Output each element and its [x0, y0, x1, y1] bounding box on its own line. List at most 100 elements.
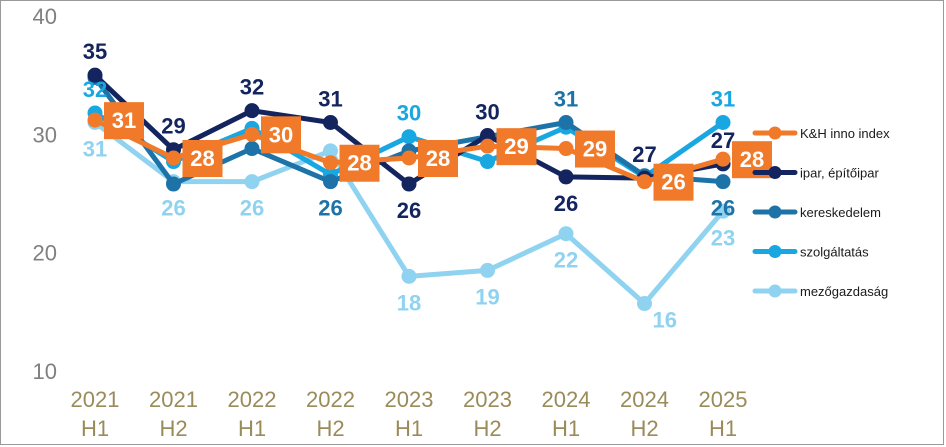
series-point: [715, 174, 731, 190]
legend-item: mezőgazdaság: [752, 284, 888, 299]
y-tick-label: 10: [33, 359, 57, 384]
x-tick-label-year: 2024: [542, 387, 591, 412]
index-badge: 29: [496, 128, 537, 166]
legend-item: K&H inno index: [752, 126, 890, 141]
data-label: 26: [711, 196, 735, 221]
x-tick-label-year: 2021: [149, 387, 198, 412]
data-label: 29: [161, 114, 185, 139]
x-tick-label-year: 2023: [463, 387, 512, 412]
series-point: [558, 226, 574, 242]
data-label: 30: [397, 101, 421, 126]
index-badge-label: 29: [504, 134, 528, 159]
legend-swatch-marker: [768, 245, 782, 258]
legend-label: kereskedelem: [800, 205, 881, 220]
series-point: [323, 155, 338, 171]
series-point: [401, 150, 417, 166]
series-point: [480, 138, 495, 154]
index-badge: 26: [653, 163, 694, 201]
index-badge-box: [418, 140, 458, 177]
series-point: [401, 129, 417, 145]
legend-label: szolgáltatás: [800, 245, 869, 260]
index-badge-label: 26: [661, 170, 685, 195]
legend: K&H inno index ipar, építőipar kereskedele…: [752, 126, 890, 299]
series-point: [244, 103, 260, 119]
data-label: 19: [475, 284, 499, 309]
legend-item: szolgáltatás: [752, 245, 869, 260]
data-label: 18: [397, 290, 421, 315]
legend-label: mezőgazdaság: [800, 284, 888, 299]
legend-item: ipar, építőipar: [752, 166, 879, 181]
x-tick-label-year: 2022: [228, 387, 277, 412]
series-point: [480, 128, 495, 144]
series-point: [323, 174, 338, 190]
data-label: 23: [711, 225, 735, 250]
series-point: [715, 151, 731, 167]
legend-swatch-marker: [768, 126, 782, 140]
data-label: 32: [83, 77, 107, 102]
series-point: [715, 115, 731, 130]
series-point: [401, 268, 417, 284]
legend-label: ipar, építőipar: [800, 166, 879, 181]
index-badge-box: [261, 116, 301, 154]
series-point: [323, 115, 338, 130]
index-badge-label: 28: [740, 147, 764, 172]
series-point: [244, 174, 260, 190]
x-tick-label-half: H1: [709, 416, 737, 441]
series-point: [166, 176, 181, 192]
series-point: [401, 176, 417, 192]
series-point: [480, 154, 495, 170]
data-label: 16: [653, 308, 677, 333]
index-badge: 30: [261, 116, 301, 154]
series-point: [323, 143, 338, 159]
data-label: 31: [318, 87, 342, 112]
index-badge: 28: [418, 140, 458, 177]
index-badge-box: [182, 140, 223, 177]
x-tick-label-year: 2024: [620, 387, 669, 412]
x-tick-label-year: 2022: [306, 387, 355, 412]
data-label: 26: [397, 198, 421, 223]
x-tick-label-year: 2023: [385, 387, 434, 412]
x-tick-label-half: H2: [473, 416, 501, 441]
x-tick-label-half: H2: [316, 416, 344, 441]
legend-item: kereskedelem: [752, 205, 881, 220]
series-point: [558, 115, 574, 130]
series-point: [715, 203, 731, 219]
axes: 10 20 30 40 2021 H1 2021 H2 2022 H1 2022 H2 2023 H1 20…: [33, 4, 748, 441]
x-tick-label-year: 2021: [71, 387, 120, 412]
series-point: [166, 150, 181, 166]
data-label: 26: [318, 196, 342, 221]
x-tick-label-half: H2: [630, 416, 658, 441]
series-point: [87, 67, 103, 83]
series-point: [244, 141, 260, 157]
x-tick-label-half: H1: [395, 416, 423, 441]
index-badge: 31: [104, 102, 144, 140]
legend-swatch-marker: [768, 205, 782, 219]
data-label: 22: [554, 248, 578, 273]
index-badge-box: [496, 128, 537, 166]
x-tick-label-half: H1: [552, 416, 580, 441]
index-badge-label: 28: [347, 151, 371, 176]
index-badge-label: 28: [190, 146, 214, 171]
index-badge-label: 29: [583, 137, 607, 162]
data-label: 31: [554, 87, 578, 112]
series-point: [87, 112, 103, 128]
data-label: 31: [711, 87, 735, 112]
data-label: 27: [711, 128, 735, 153]
series-point: [480, 262, 495, 278]
data-label: 32: [240, 75, 264, 100]
series-point: [637, 296, 652, 312]
index-badge-label: 31: [112, 108, 136, 133]
index-badge-label: 30: [269, 122, 293, 147]
y-tick-label: 40: [33, 4, 57, 29]
data-label: 26: [240, 196, 264, 221]
y-tick-label: 30: [33, 122, 57, 147]
index-badge: 29: [575, 130, 615, 168]
series-point: [637, 174, 652, 190]
x-tick-label-year: 2025: [699, 387, 748, 412]
x-tick-label-half: H1: [238, 416, 266, 441]
series-point: [558, 169, 574, 185]
data-label: 26: [554, 191, 578, 216]
